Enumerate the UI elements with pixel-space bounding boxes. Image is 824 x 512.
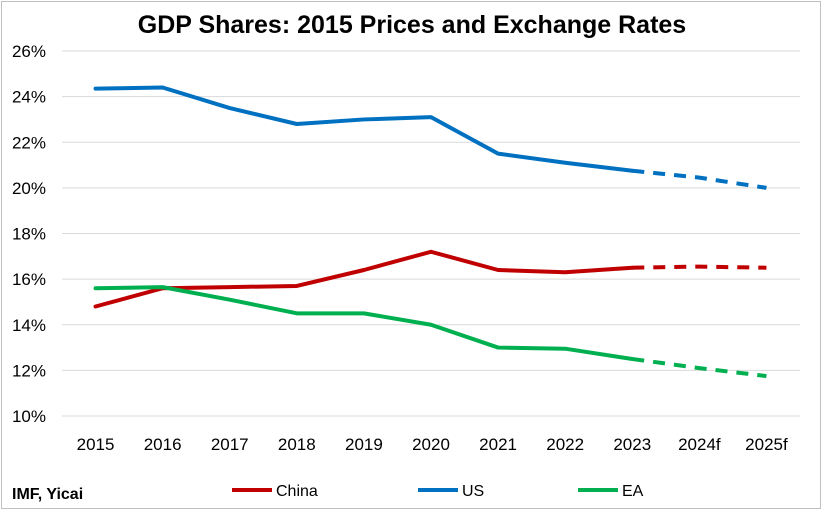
y-tick-label: 18% [12, 225, 46, 244]
x-tick-label: 2025f [745, 435, 788, 454]
x-tick-label: 2021 [479, 435, 517, 454]
source-note: IMF, Yicai [12, 486, 83, 503]
legend-label-us: US [462, 483, 484, 500]
legend: China US EA [232, 483, 644, 500]
x-tick-label: 2018 [278, 435, 316, 454]
y-tick-label: 24% [12, 88, 46, 107]
y-tick-label: 10% [12, 407, 46, 426]
legend-label-china: China [276, 483, 318, 500]
x-tick-label: 2017 [211, 435, 249, 454]
legend-label-ea: EA [622, 483, 644, 500]
x-tick-label: 2020 [412, 435, 450, 454]
series-line-china [93, 249, 635, 309]
series-line-ea [93, 285, 635, 361]
y-tick-label: 16% [12, 270, 46, 289]
y-tick-label: 14% [12, 316, 46, 335]
y-tick-label: 22% [12, 133, 46, 152]
x-tick-label: 2022 [546, 435, 584, 454]
x-tick-label: 2015 [77, 435, 115, 454]
x-tick-label: 2019 [345, 435, 383, 454]
series-line-forecast-us [632, 168, 767, 190]
x-axis-ticks: 2015 2016 2017 2018 2019 2020 2021 2022 2023 2024… [77, 435, 788, 454]
x-tick-label: 2024f [678, 435, 721, 454]
y-tick-label: 26% [12, 42, 46, 61]
series-line-us [93, 85, 635, 173]
y-axis-ticks: 10% 12% 14% 16% 18% 20% 22% 24% 26% [12, 42, 46, 426]
gridlines [62, 50, 800, 417]
series-line-forecast-ea [632, 356, 767, 379]
series-line-forecast-china [632, 264, 767, 270]
chart-title: GDP Shares: 2015 Prices and Exchange Rat… [138, 11, 686, 39]
x-tick-label: 2023 [613, 435, 651, 454]
series-lines [93, 85, 767, 379]
y-tick-label: 12% [12, 361, 46, 380]
y-tick-label: 20% [12, 179, 46, 198]
x-tick-label: 2016 [144, 435, 182, 454]
